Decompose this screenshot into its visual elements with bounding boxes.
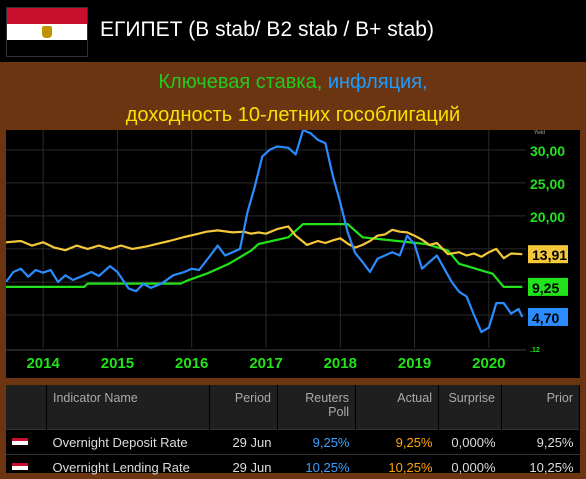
subtitle-key-rate: Ключевая ставка,: [158, 71, 322, 93]
egypt-flag-icon: [6, 7, 88, 57]
series-end-label-2: 4,70: [532, 310, 559, 326]
col-header-poll[interactable]: Reuters Poll: [278, 385, 356, 430]
x-tick-label: 2018: [324, 355, 357, 372]
egypt-flag-icon: [12, 463, 28, 473]
x-tick-label: 2014: [26, 355, 60, 372]
page-title: ЕГИПЕТ (B stab/ B2 stab / B+ stab): [100, 18, 434, 42]
col-header-prior[interactable]: Prior: [502, 385, 580, 430]
line-chart: 2014 2015 2016 2017 2018 2019 2020 30,00 25,00 2…: [6, 130, 580, 378]
chart-subtitle-line2: доходность 10-летних гособлигаций: [0, 104, 586, 127]
x-tick-label: 2020: [472, 355, 505, 372]
y-axis-label: Yield: [534, 130, 545, 136]
prior: 9,25%: [502, 430, 580, 455]
x-tick-label: 2017: [249, 355, 282, 372]
indicator-name: Overnight Deposit Rate: [47, 430, 210, 455]
flag-column-header: [6, 385, 47, 430]
surprise: 0,000%: [439, 455, 502, 479]
y-tick-label: 20,00: [530, 209, 565, 225]
flag-cell: [6, 430, 47, 455]
x-tick-label: 2015: [101, 355, 134, 372]
flag-cell: [6, 455, 47, 479]
indicator-name: Overnight Lending Rate: [47, 455, 210, 479]
actual: 10,25%: [356, 455, 439, 479]
series-end-labels: 9,25 13,91 4,70: [528, 245, 568, 326]
prior: 10,25%: [502, 455, 580, 479]
x-tick-label: 2019: [398, 355, 431, 372]
surprise: 0,000%: [439, 430, 502, 455]
period: 29 Jun: [210, 455, 278, 479]
y-tick-label: 25,00: [530, 176, 565, 192]
period: 29 Jun: [210, 430, 278, 455]
x-tick-label: 2016: [175, 355, 208, 372]
y-tick-label: .12: [530, 347, 540, 354]
y-tick-label: 30,00: [530, 143, 565, 159]
actual: 9,25%: [356, 430, 439, 455]
series-end-label-0: 9,25: [532, 280, 559, 296]
col-header-surprise[interactable]: Surprise: [439, 385, 502, 430]
col-header-actual[interactable]: Actual: [356, 385, 439, 430]
header-bar: ЕГИПЕТ (B stab/ B2 stab / B+ stab): [0, 0, 586, 62]
indicator-table: Indicator Name Period Reuters Poll Actua…: [6, 385, 580, 473]
subtitle-inflation: инфляция,: [322, 71, 427, 93]
reuters-poll: 10,25%: [278, 455, 356, 479]
egypt-flag-icon: [12, 438, 28, 448]
series-end-label-1: 13,91: [532, 247, 567, 263]
col-header-period[interactable]: Period: [210, 385, 278, 430]
chart-subtitle-line1: Ключевая ставка, инфляция,: [0, 71, 586, 94]
reuters-poll: 9,25%: [278, 430, 356, 455]
col-header-indicator[interactable]: Indicator Name: [47, 385, 210, 430]
